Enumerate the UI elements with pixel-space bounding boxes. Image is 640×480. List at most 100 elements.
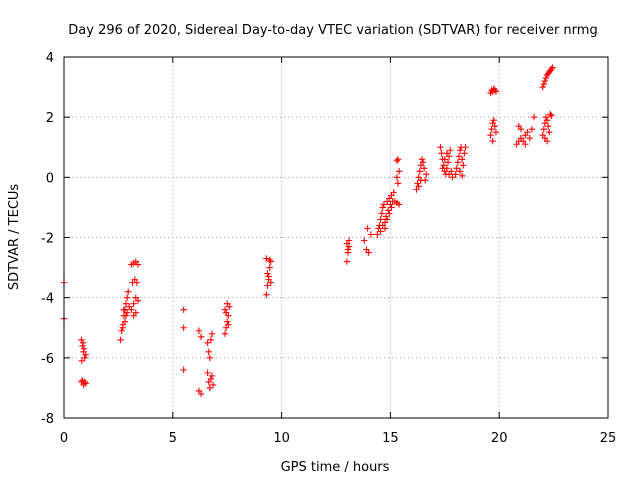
x-tick-label: 10: [273, 431, 290, 446]
grid-lines: [64, 57, 608, 418]
data-point: [221, 330, 229, 337]
data-point: [492, 88, 500, 95]
data-point: [134, 261, 142, 268]
data-point: [221, 306, 229, 313]
data-point: [119, 324, 126, 331]
data-point: [390, 189, 397, 196]
data-point: [122, 312, 130, 319]
data-point: [449, 174, 456, 181]
data-point: [490, 116, 497, 124]
data-point: [394, 156, 402, 163]
data-point: [395, 201, 403, 208]
data-point: [445, 171, 453, 178]
data-point: [548, 65, 555, 73]
data-point: [385, 207, 392, 214]
data-point: [79, 339, 87, 346]
y-axis-label: SDTVAR / TECUs: [7, 184, 22, 291]
data-point: [82, 380, 89, 387]
data-point: [414, 180, 421, 187]
x-axis-tick-labels: 0 5 10 15 20 25: [60, 431, 616, 446]
data-point: [225, 321, 232, 328]
data-point: [395, 168, 403, 175]
data-point: [124, 288, 132, 295]
data-point: [204, 339, 211, 346]
data-point: [461, 150, 468, 157]
data-point: [487, 132, 494, 139]
data-point: [121, 318, 129, 325]
data-point: [542, 113, 550, 121]
data-point: [205, 348, 212, 356]
data-point: [543, 116, 551, 124]
data-point: [79, 342, 86, 349]
data-point: [122, 300, 130, 307]
data-point: [197, 333, 205, 340]
data-point: [522, 141, 529, 148]
data-point: [361, 237, 368, 244]
data-point: [491, 86, 499, 94]
data-point: [130, 300, 137, 307]
data-point: [267, 279, 274, 286]
y-tick-label: -2: [41, 232, 54, 247]
data-point: [80, 345, 88, 353]
data-point: [440, 162, 447, 169]
data-point: [364, 225, 371, 232]
x-tick-label: 15: [382, 431, 399, 446]
data-point: [438, 150, 445, 157]
data-point: [546, 129, 553, 136]
data-point: [394, 180, 402, 187]
data-point: [460, 162, 467, 169]
data-point: [78, 357, 86, 365]
y-tick-label: -4: [41, 292, 54, 307]
data-point: [488, 126, 495, 133]
data-point: [540, 80, 548, 88]
x-tick-label: 20: [491, 431, 508, 446]
data-point: [544, 122, 552, 130]
data-point: [206, 354, 213, 362]
data-point: [206, 384, 213, 392]
data-point: [343, 258, 351, 265]
data-point: [462, 144, 469, 151]
data-point: [378, 210, 385, 217]
data-point: [418, 156, 426, 163]
data-point: [120, 306, 128, 313]
data-point: [134, 297, 142, 304]
data-point: [180, 324, 187, 331]
data-point: [128, 306, 135, 313]
data-point: [180, 366, 187, 374]
data-point: [267, 258, 274, 265]
data-point: [415, 183, 422, 190]
data-point: [443, 150, 451, 157]
data-point: [195, 327, 203, 334]
data-point: [222, 309, 230, 316]
data-point: [379, 204, 386, 211]
data-point: [420, 165, 428, 172]
x-tick-label: 5: [169, 431, 177, 446]
data-point: [204, 369, 211, 377]
x-axis-label: GPS time / hours: [281, 460, 390, 475]
data-point: [345, 237, 353, 244]
data-point: [388, 204, 395, 211]
data-point: [528, 126, 536, 133]
data-point: [82, 351, 89, 359]
data-point: [266, 264, 273, 271]
data-point: [491, 122, 499, 130]
data-point: [540, 126, 548, 133]
data-point: [132, 309, 140, 316]
data-point: [539, 83, 546, 91]
data-point: [454, 159, 462, 166]
data-point: [367, 231, 375, 238]
data-point: [549, 64, 556, 71]
data-point: [541, 77, 549, 85]
data-point: [374, 231, 381, 238]
data-point: [383, 216, 391, 223]
data-point: [492, 129, 500, 136]
data-point: [526, 135, 533, 142]
data-point: [381, 225, 389, 232]
data-point: [226, 303, 233, 310]
data-point: [444, 159, 452, 166]
data-point: [419, 159, 427, 166]
data-point: [543, 138, 551, 145]
data-point: [382, 213, 390, 220]
data-point: [208, 372, 216, 380]
data-point: [459, 156, 466, 163]
